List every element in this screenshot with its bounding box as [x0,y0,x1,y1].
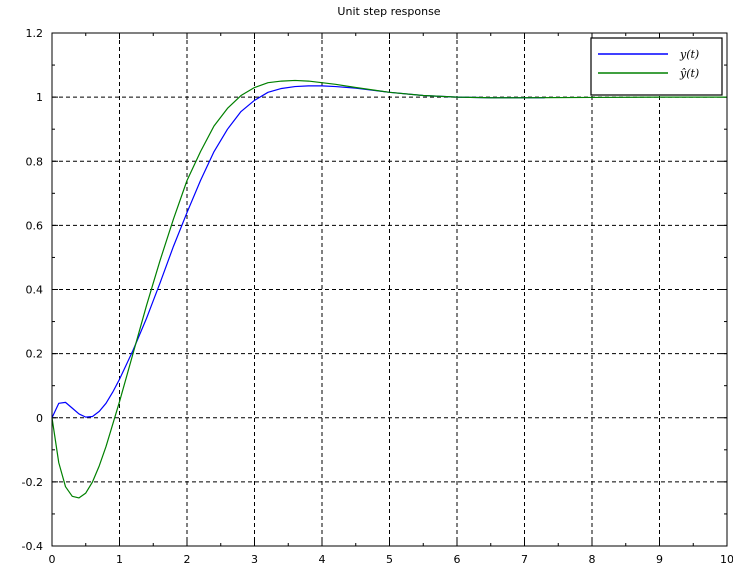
legend-label: ŷ(t) [679,67,699,80]
series-line-1 [51,85,545,419]
x-tick-label: 9 [656,553,663,566]
x-tick-label: 1 [116,553,123,566]
y-tick-label: 0 [36,412,43,425]
y-tick-label: 0.6 [26,219,44,232]
y-tick-label: 1.2 [26,27,44,40]
legend-box [590,37,723,96]
x-tick-label: 7 [521,553,528,566]
y-tick-label: 0.8 [26,155,44,168]
y-tick-label: 0.2 [26,348,44,361]
y-tick-label: 1 [36,91,43,104]
x-tick-label: 2 [184,553,191,566]
x-tick-label: 8 [589,553,596,566]
x-tick-label: 4 [319,553,326,566]
plot-frame [51,32,728,547]
series-line-2 [51,79,727,499]
x-tick-label: 10 [720,553,733,566]
x-tick-label: 5 [386,553,393,566]
y-tick-label: -0.2 [22,476,43,489]
y-tick-label: -0.4 [22,540,43,553]
data-series [51,79,727,499]
grid [52,33,727,546]
x-tick-label: 6 [454,553,461,566]
chart-title: Unit step response [337,5,440,18]
x-tick-label: 0 [49,553,56,566]
legend: y(t) ŷ(t) [590,37,723,96]
x-tick-label: 3 [251,553,258,566]
y-tick-label: 0.4 [26,284,44,297]
legend-label: y(t) [679,48,699,61]
